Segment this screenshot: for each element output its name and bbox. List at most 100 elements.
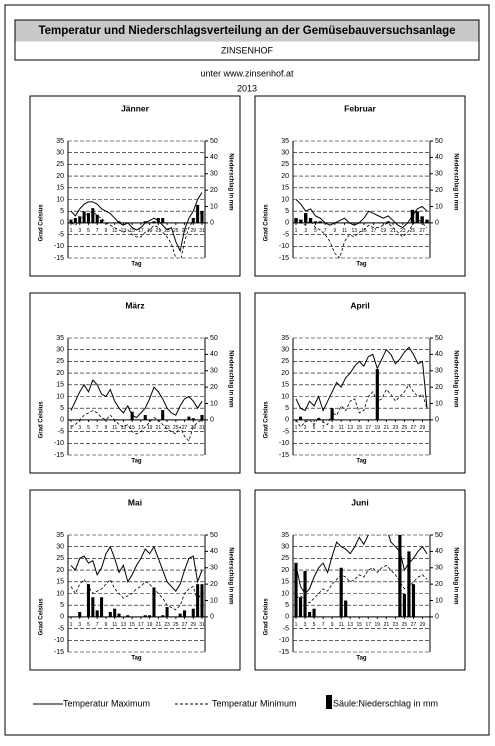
legend-swatch bbox=[326, 695, 332, 709]
x-tick-label: 3 bbox=[304, 228, 307, 234]
y-tick-label: 30 bbox=[56, 347, 64, 354]
x-tick-label: 11 bbox=[339, 622, 344, 628]
y2-tick-label: 20 bbox=[435, 384, 443, 391]
x-tick-label: 29 bbox=[190, 622, 196, 628]
precip-bar bbox=[78, 216, 82, 223]
min-temp-line bbox=[295, 564, 428, 604]
precip-bar bbox=[91, 208, 95, 223]
y-tick-label: 10 bbox=[56, 590, 64, 597]
precip-bar bbox=[187, 416, 191, 420]
legend-label: Temperatur Minimum bbox=[212, 698, 297, 708]
precip-bar bbox=[420, 216, 424, 223]
y2-tick-label: 20 bbox=[435, 187, 443, 194]
x-tick-label: 15 bbox=[356, 425, 362, 431]
y2-tick-label: 30 bbox=[435, 565, 443, 572]
y2-tick-label: 0 bbox=[210, 417, 214, 424]
chart-title: März bbox=[125, 300, 144, 310]
precip-bar bbox=[143, 414, 147, 420]
precip-bar bbox=[178, 613, 182, 617]
y-tick-label: 35 bbox=[281, 138, 289, 145]
x-tick-label: 27 bbox=[419, 228, 425, 234]
y-axis-label: Grad Celsius bbox=[264, 204, 270, 242]
precip-bar bbox=[143, 221, 147, 223]
x-tick-label: 7 bbox=[324, 228, 327, 234]
y-tick-label: 10 bbox=[281, 590, 289, 597]
x-tick-label: 23 bbox=[164, 425, 170, 431]
y-tick-label: 5 bbox=[60, 602, 64, 609]
y2-axis-label: Niederschlag in mm bbox=[227, 547, 233, 604]
x-tick-label: 9 bbox=[331, 425, 334, 431]
x-tick-label: 9 bbox=[105, 425, 108, 431]
chart-title: Mai bbox=[128, 497, 142, 507]
y-tick-label: 5 bbox=[285, 208, 289, 215]
y-tick-label: -5 bbox=[283, 625, 289, 632]
chart-title: Juni bbox=[351, 497, 368, 507]
x-tick-label: 7 bbox=[96, 425, 99, 431]
y-tick-label: -5 bbox=[58, 625, 64, 632]
precip-bar bbox=[191, 608, 195, 617]
precip-bar bbox=[308, 217, 313, 223]
y-tick-label: 0 bbox=[285, 417, 289, 424]
x-tick-label: 11 bbox=[342, 228, 347, 234]
precip-bar bbox=[375, 369, 379, 420]
y2-tick-label: 40 bbox=[435, 351, 443, 358]
y2-tick-label: 0 bbox=[210, 220, 214, 227]
precip-bar bbox=[78, 611, 82, 617]
precip-bar bbox=[86, 213, 90, 223]
x-tick-label: 9 bbox=[105, 228, 108, 234]
x-tick-label: 17 bbox=[371, 228, 377, 234]
header-band bbox=[15, 20, 479, 42]
y2-tick-label: 0 bbox=[435, 417, 439, 424]
max-temp-line bbox=[295, 535, 428, 595]
y-tick-label: -10 bbox=[279, 637, 289, 644]
y2-tick-label: 0 bbox=[435, 220, 439, 227]
x-tick-label: 5 bbox=[313, 622, 316, 628]
max-temp-line bbox=[70, 192, 203, 253]
y2-axis-label: Niederschlag in mm bbox=[452, 350, 458, 407]
x-tick-label: 5 bbox=[314, 228, 317, 234]
x-tick-label: 7 bbox=[322, 425, 325, 431]
precip-bar bbox=[307, 611, 312, 617]
precip-bar bbox=[152, 587, 156, 617]
y-tick-label: 15 bbox=[56, 579, 64, 586]
x-tick-label: 31 bbox=[199, 622, 205, 628]
y-tick-label: -15 bbox=[54, 649, 64, 656]
chart-panel: Jänner-15-10-505101520253035010203040501… bbox=[29, 95, 241, 277]
precip-bar bbox=[304, 213, 308, 223]
x-tick-label: 19 bbox=[147, 622, 153, 628]
precip-bar bbox=[95, 610, 99, 617]
y2-tick-label: 0 bbox=[210, 614, 214, 621]
x-tick-label: 23 bbox=[164, 622, 170, 628]
precip-bar bbox=[161, 615, 165, 617]
x-tick-label: 25 bbox=[410, 228, 416, 234]
y2-tick-label: 0 bbox=[435, 614, 439, 621]
x-tick-label: 29 bbox=[190, 228, 196, 234]
y-tick-label: 10 bbox=[281, 393, 289, 400]
precip-bar bbox=[402, 593, 406, 617]
y2-tick-label: 10 bbox=[435, 203, 443, 210]
precip-bar bbox=[398, 535, 402, 617]
y-tick-label: -5 bbox=[58, 428, 64, 435]
precip-bar bbox=[165, 607, 169, 617]
y2-tick-label: 30 bbox=[210, 565, 218, 572]
precip-bar bbox=[95, 214, 99, 223]
x-tick-label: 17 bbox=[138, 228, 144, 234]
precip-bar bbox=[299, 219, 303, 223]
x-axis-label: Tag bbox=[356, 459, 367, 465]
x-tick-label: 9 bbox=[331, 622, 334, 628]
y2-tick-label: 40 bbox=[210, 351, 218, 358]
y-tick-label: 15 bbox=[281, 579, 289, 586]
x-tick-label: 17 bbox=[138, 425, 144, 431]
x-tick-label: 7 bbox=[322, 622, 325, 628]
x-tick-label: 17 bbox=[365, 425, 371, 431]
x-tick-label: 29 bbox=[190, 425, 196, 431]
precip-bar bbox=[91, 597, 95, 617]
precip-bar bbox=[330, 408, 334, 420]
y2-tick-label: 50 bbox=[210, 532, 218, 539]
precip-bar bbox=[407, 551, 411, 617]
y-tick-label: 35 bbox=[281, 532, 289, 539]
x-tick-label: 13 bbox=[347, 425, 353, 431]
x-tick-label: 5 bbox=[313, 425, 316, 431]
precip-bar bbox=[303, 571, 307, 617]
